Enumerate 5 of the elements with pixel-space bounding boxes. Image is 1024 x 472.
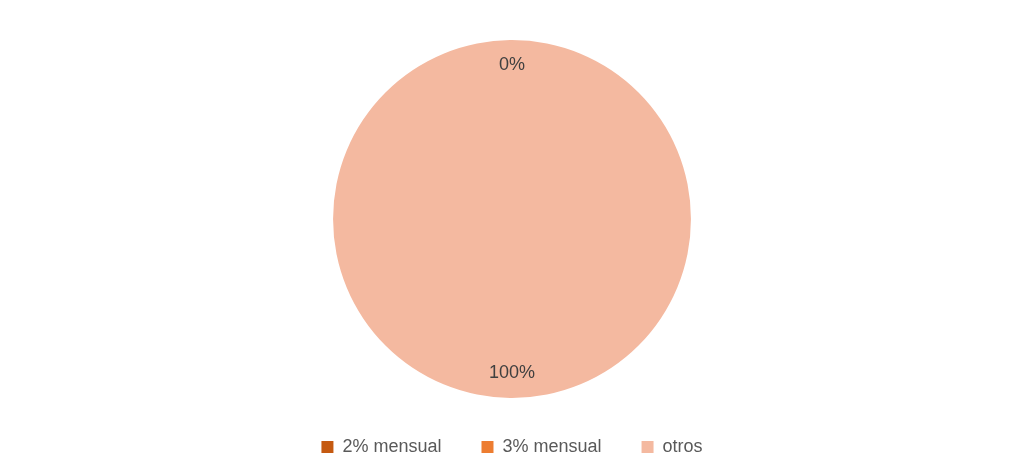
legend-label: 2% mensual bbox=[342, 435, 442, 456]
text: 0% bbox=[498, 54, 526, 75]
legend-label: 3% mensual bbox=[502, 435, 602, 456]
data-label: 100% bbox=[488, 361, 536, 382]
legend-label: otros bbox=[662, 435, 703, 456]
